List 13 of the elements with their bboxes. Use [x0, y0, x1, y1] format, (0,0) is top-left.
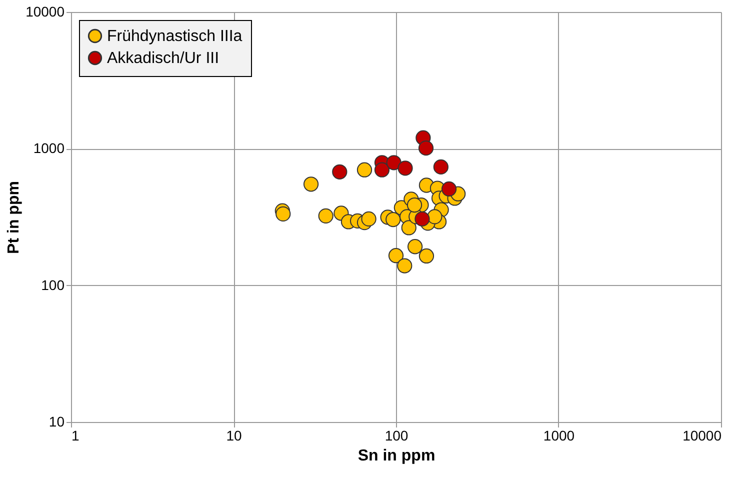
- legend-label: Akkadisch/Ur III: [107, 50, 220, 67]
- y-tick-label: 1000: [33, 140, 65, 156]
- y-tick-label: 10000: [26, 4, 65, 20]
- x-tick-label: 10000: [682, 428, 722, 444]
- x-tick-label: 10: [226, 428, 242, 444]
- legend-label: Frühdynastisch IIIa: [107, 28, 242, 45]
- y-tick-label: 100: [41, 276, 65, 293]
- y-axis-title: Pt in ppm: [6, 181, 23, 254]
- y-tick-label: 10: [48, 414, 65, 430]
- x-axis-title: Sn in ppm: [358, 448, 436, 464]
- x-tick-label: 1000: [543, 428, 575, 444]
- x-tick-label: 100: [384, 428, 408, 444]
- x-tick-label: 1: [72, 428, 80, 444]
